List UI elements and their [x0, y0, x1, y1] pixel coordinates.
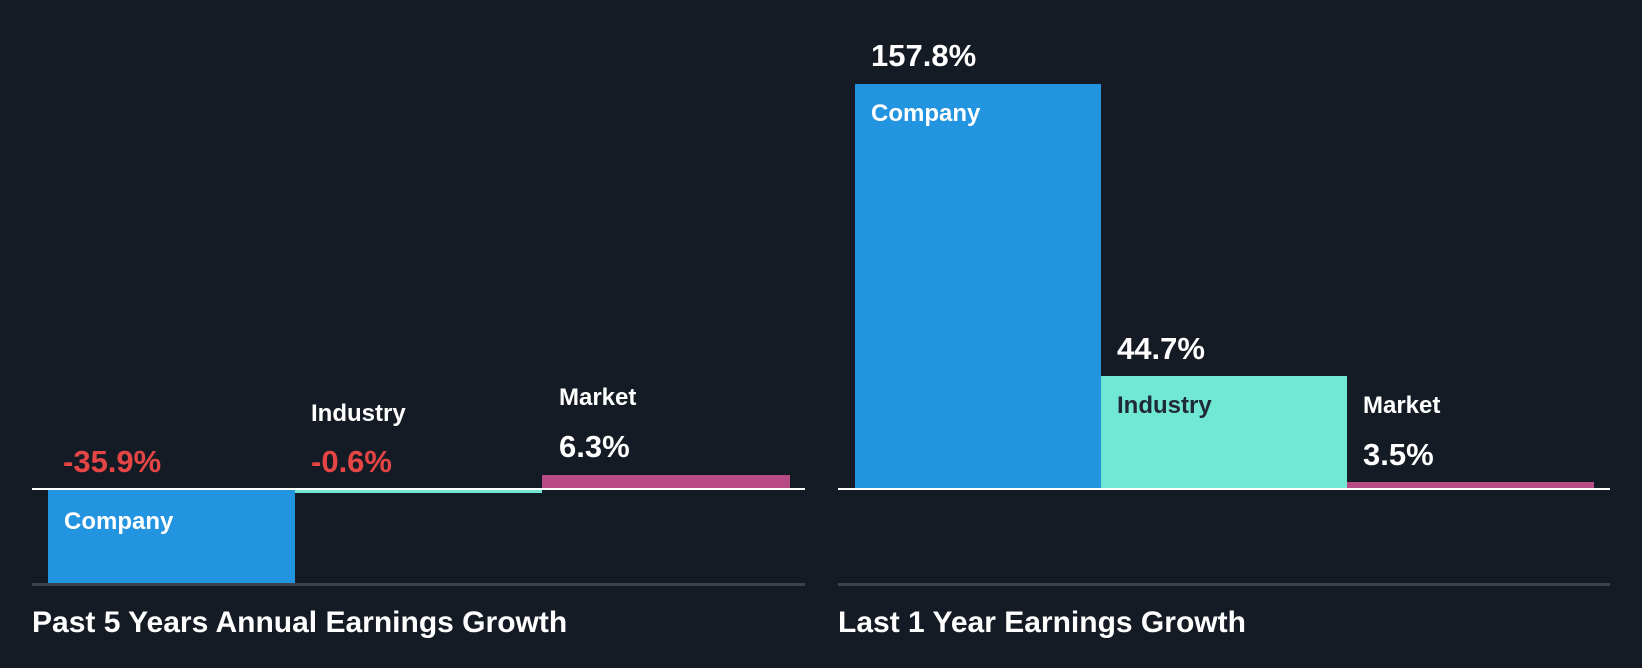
value-label-industry: -0.6% [311, 444, 392, 479]
chart-floor-line [32, 583, 805, 586]
zero-axis-line [32, 488, 805, 490]
chart-title: Past 5 Years Annual Earnings Growth [32, 606, 568, 639]
bar-market [542, 475, 790, 489]
bar-company [48, 490, 295, 584]
value-label-company: 157.8% [871, 38, 977, 73]
name-label-company: Company [871, 100, 981, 127]
name-label-market: Market [559, 384, 637, 411]
chart-last-1-year: 157.8% Company 44.7% Industry Market 3.5… [820, 0, 1642, 668]
chart-past-5-years: -35.9% Company Industry -0.6% Market 6.3… [0, 0, 820, 668]
chart-title: Last 1 Year Earnings Growth [838, 606, 1246, 639]
name-label-company: Company [64, 508, 174, 535]
name-label-market: Market [1363, 392, 1441, 419]
name-label-industry: Industry [311, 400, 406, 427]
value-label-industry: 44.7% [1117, 331, 1205, 366]
chart-floor-line [838, 583, 1610, 586]
bar-market [1347, 482, 1594, 489]
value-label-company: -35.9% [63, 444, 162, 479]
value-label-market: 3.5% [1363, 437, 1434, 472]
bar-company [855, 84, 1101, 489]
value-label-market: 6.3% [559, 429, 630, 464]
bar-industry [1101, 376, 1347, 489]
bar-industry [295, 490, 542, 493]
name-label-industry: Industry [1117, 392, 1212, 419]
zero-axis-line [838, 488, 1610, 490]
